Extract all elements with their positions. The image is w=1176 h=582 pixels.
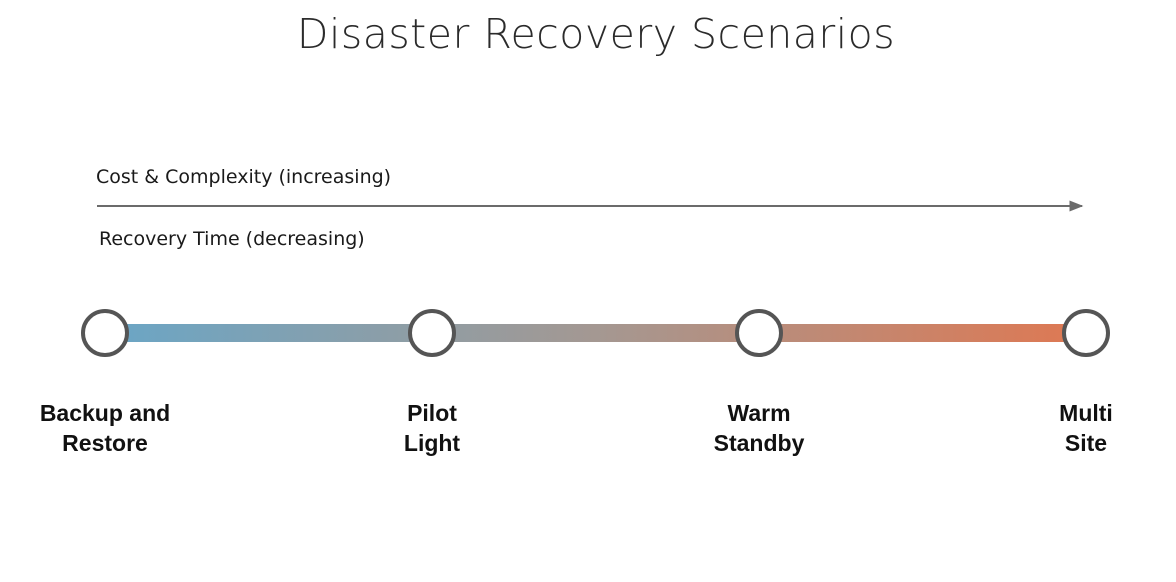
stage-node-pilot-light bbox=[408, 309, 456, 357]
stage-label-warm-standby: Warm Standby bbox=[659, 398, 859, 458]
gradient-bar bbox=[105, 324, 1086, 342]
stage-label-line1: Backup and bbox=[39, 400, 171, 426]
stage-label-line2: Standby bbox=[713, 430, 805, 456]
recovery-time-label: Recovery Time (decreasing) bbox=[99, 228, 365, 250]
stage-node-backup-and-restore bbox=[81, 309, 129, 357]
stage-node-multi-site bbox=[1062, 309, 1110, 357]
stage-label-multi-site: Multi Site bbox=[986, 398, 1176, 458]
stage-label-backup-and-restore: Backup and Restore bbox=[5, 398, 205, 458]
stage-label-line2: Site bbox=[1064, 430, 1108, 456]
stage-label-line1: Warm bbox=[727, 400, 791, 426]
stage-label-line1: Multi bbox=[1059, 400, 1113, 426]
stage-label-line2: Light bbox=[403, 430, 461, 456]
stage-node-warm-standby bbox=[735, 309, 783, 357]
stage-label-line1: Pilot bbox=[407, 400, 457, 426]
cost-complexity-label: Cost & Complexity (increasing) bbox=[96, 166, 392, 188]
stage-label-pilot-light: Pilot Light bbox=[332, 398, 532, 458]
stage-label-line2: Restore bbox=[62, 430, 148, 456]
diagram-title: Disaster Recovery Scenarios bbox=[296, 10, 896, 58]
